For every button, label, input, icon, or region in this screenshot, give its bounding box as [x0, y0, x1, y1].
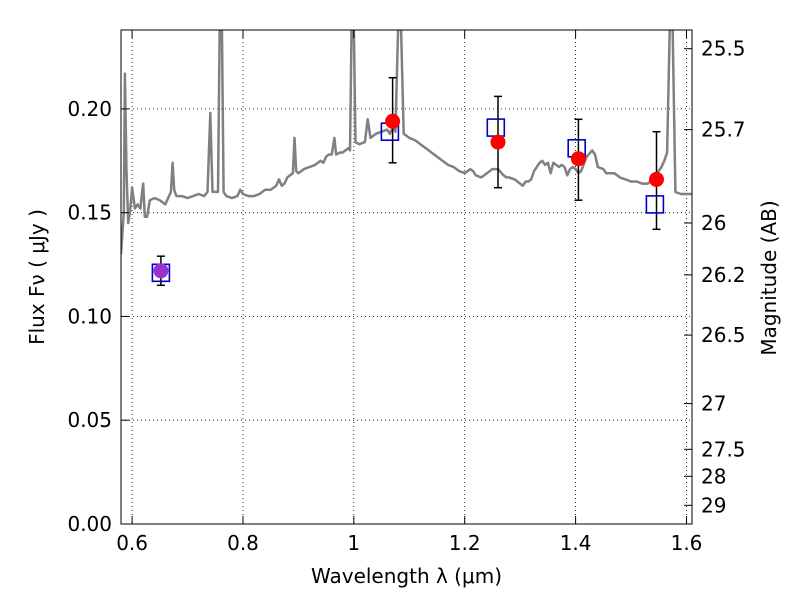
- y-tick-label: 0.15: [67, 201, 112, 225]
- y-tick-label: 0.20: [67, 97, 112, 121]
- square-marker: [486, 118, 506, 137]
- x-axis-label: Wavelength λ (μm): [311, 564, 502, 588]
- circle-marker: [649, 171, 664, 187]
- x-tick-label: 1: [347, 531, 360, 555]
- x-tick-label: 0.6: [116, 531, 148, 555]
- right-tick-label: 26: [701, 211, 726, 235]
- right-tick-label: 26.5: [701, 323, 746, 347]
- y-axis-label: Flux Fν ( μJy ): [25, 209, 49, 345]
- right-axis-label: Magnitude (AB): [757, 200, 781, 355]
- right-tick-label: 26.2: [701, 263, 746, 287]
- y-tick-label: 0.05: [67, 408, 112, 432]
- right-tick-label: 29: [701, 493, 726, 517]
- circle-marker: [385, 113, 401, 129]
- square-marker: [645, 195, 665, 214]
- x-tick-label: 1.6: [671, 531, 703, 555]
- right-tick-label: 25.7: [701, 118, 746, 142]
- grid-layer: [121, 30, 692, 525]
- model-spectrum-line: [121, 30, 692, 255]
- circle-marker-layer: [153, 113, 664, 279]
- right-tick-label: 28: [701, 464, 726, 488]
- errorbar-layer: [156, 76, 661, 287]
- x-tick-label: 1.4: [560, 531, 592, 555]
- x-tick-label: 1.2: [449, 531, 481, 555]
- plot-frame: [120, 29, 693, 525]
- square-marker-layer: [151, 118, 665, 283]
- circle-marker: [570, 151, 586, 167]
- tick-layer: 0.6 0.8 1 1.2 1.4 1.6 0.00 0.05 0.10 0.15 0.20 25.5…: [67, 30, 746, 555]
- circle-marker: [153, 263, 169, 279]
- x-tick-label: 0.8: [227, 531, 259, 555]
- right-tick-label: 25.5: [701, 37, 746, 61]
- y-tick-label: 0.00: [67, 512, 112, 536]
- right-tick-label: 27: [701, 392, 726, 416]
- spectrum-layer: [121, 30, 692, 255]
- y-tick-label: 0.10: [67, 304, 112, 328]
- right-tick-label: 27.5: [701, 437, 746, 461]
- circle-marker: [490, 134, 506, 150]
